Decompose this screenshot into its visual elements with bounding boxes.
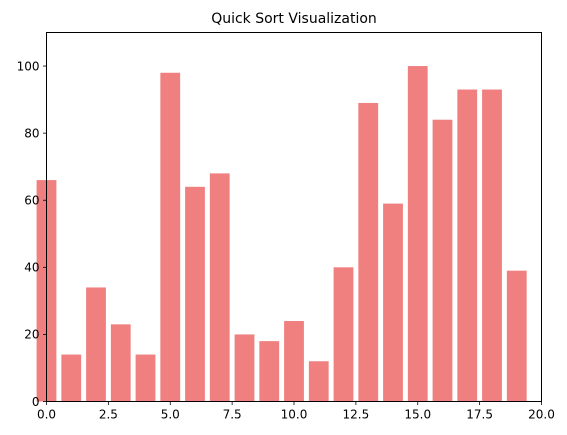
bar xyxy=(308,361,329,402)
bar xyxy=(482,89,502,402)
x-tick-label: 10.0 xyxy=(281,408,308,422)
bar xyxy=(383,203,403,402)
y-tick-label: 40 xyxy=(24,261,39,275)
plot-frame xyxy=(46,32,542,402)
x-tick-label: 17.5 xyxy=(466,408,493,422)
bar xyxy=(407,66,428,402)
bar xyxy=(185,186,205,402)
y-tick-label: 80 xyxy=(24,126,39,140)
bar xyxy=(135,354,156,402)
x-tick-label: 20.0 xyxy=(528,408,555,422)
bar xyxy=(432,119,453,402)
x-tick-label: 12.5 xyxy=(343,408,370,422)
bar xyxy=(110,324,131,402)
bars-group xyxy=(36,66,527,402)
bar xyxy=(333,267,354,402)
bar xyxy=(358,102,379,402)
bar xyxy=(86,287,106,402)
y-axis-ticks: 0 20 40 60 80 100 xyxy=(17,59,47,409)
bar xyxy=(457,89,478,402)
y-tick-label: 60 xyxy=(24,194,39,208)
x-tick-label: 0.0 xyxy=(37,408,56,422)
bar xyxy=(209,173,230,402)
y-tick-label: 20 xyxy=(24,328,39,342)
x-tick-label: 7.5 xyxy=(223,408,242,422)
x-tick-label: 5.0 xyxy=(161,408,180,422)
y-tick-label: 0 xyxy=(32,395,40,409)
y-tick-label: 100 xyxy=(17,59,40,73)
x-tick-label: 2.5 xyxy=(99,408,118,422)
chart-title: Quick Sort Visualization xyxy=(211,11,377,27)
x-tick-label: 15.0 xyxy=(404,408,431,422)
x-axis-ticks: 0.0 2.5 5.0 7.5 10.0 12.5 15.0 17.5 20.0 xyxy=(37,401,555,422)
bar xyxy=(284,320,304,402)
bar xyxy=(234,334,255,402)
bar xyxy=(61,354,82,402)
bar xyxy=(160,72,181,402)
bar xyxy=(506,270,527,402)
bar xyxy=(259,341,280,402)
